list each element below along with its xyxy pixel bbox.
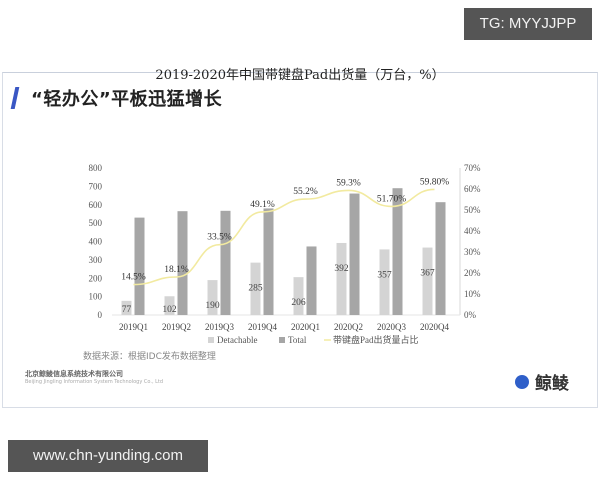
tg-watermark: TG: MYYJJPP	[464, 8, 592, 40]
company-name-en: Beijing Jingling Information System Tech…	[25, 379, 164, 385]
logo-text: 鲸鲮	[535, 374, 569, 394]
data-source-note: 数据来源：根据IDC发布数据整理	[83, 352, 216, 362]
brand-logo: 鲸鲮	[515, 369, 569, 394]
whale-logo-icon	[515, 374, 529, 389]
slide-card: “轻办公”平板迅猛增长 数据来源：根据IDC发布数据整理 北京鲸鲮信息系统技术有…	[2, 72, 598, 408]
slide-title: “轻办公”平板迅猛增长	[31, 89, 223, 110]
chart-title: 2019-2020年中国带键盘Pad出货量（万台，%）	[155, 68, 445, 83]
url-watermark: www.chn-yunding.com	[8, 440, 208, 472]
title-accent-bar	[10, 87, 20, 109]
company-name: 北京鲸鲮信息系统技术有限公司	[25, 370, 123, 378]
